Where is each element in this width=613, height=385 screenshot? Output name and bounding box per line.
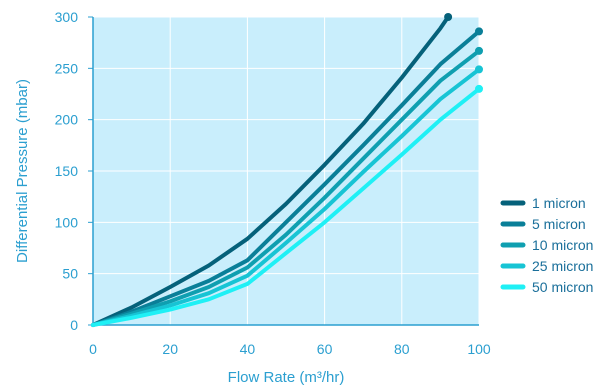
legend-label: 50 micron bbox=[532, 279, 593, 295]
y-tick-label: 100 bbox=[55, 214, 79, 230]
series-end-marker bbox=[475, 46, 483, 55]
series-end-marker bbox=[475, 84, 483, 93]
y-tick-label: 300 bbox=[55, 9, 79, 25]
y-tick-label: 0 bbox=[70, 317, 78, 333]
x-tick-label: 20 bbox=[162, 341, 178, 357]
x-axis-label: Flow Rate (m³/hr) bbox=[228, 369, 345, 385]
series-line bbox=[91, 29, 481, 327]
legend-label: 1 micron bbox=[532, 195, 586, 211]
series-end-marker bbox=[475, 27, 483, 36]
y-axis-label: Differential Pressure (mbar) bbox=[14, 79, 31, 263]
grid-lines bbox=[93, 16, 480, 325]
legend: 1 micron 5 micron 10 micron 25 micron 50 mic… bbox=[500, 195, 593, 295]
legend-label: 25 micron bbox=[532, 258, 593, 274]
y-tick-label: 200 bbox=[55, 112, 79, 128]
y-tick-label: 250 bbox=[55, 60, 79, 76]
x-tick-label: 40 bbox=[240, 341, 256, 357]
legend-label: 10 micron bbox=[532, 237, 593, 253]
x-tick-label: 80 bbox=[394, 341, 410, 357]
axes bbox=[88, 16, 479, 326]
series-line bbox=[91, 48, 481, 327]
y-tick-label: 50 bbox=[62, 266, 78, 282]
series-lines bbox=[91, 13, 483, 327]
y-tick-labels: 0 50 100 150 200 250 300 bbox=[55, 9, 79, 333]
series-line bbox=[91, 67, 481, 327]
series-end-marker bbox=[444, 13, 453, 21]
series-line bbox=[91, 15, 451, 327]
x-tick-label: 60 bbox=[317, 341, 333, 357]
x-tick-label: 100 bbox=[467, 341, 491, 357]
legend-label: 5 micron bbox=[532, 216, 586, 232]
series-line bbox=[91, 86, 481, 327]
series-end-marker bbox=[475, 65, 483, 74]
x-tick-labels: 0 20 40 60 80 100 bbox=[89, 341, 491, 357]
y-tick-label: 150 bbox=[55, 163, 79, 179]
x-tick-label: 0 bbox=[89, 341, 97, 357]
